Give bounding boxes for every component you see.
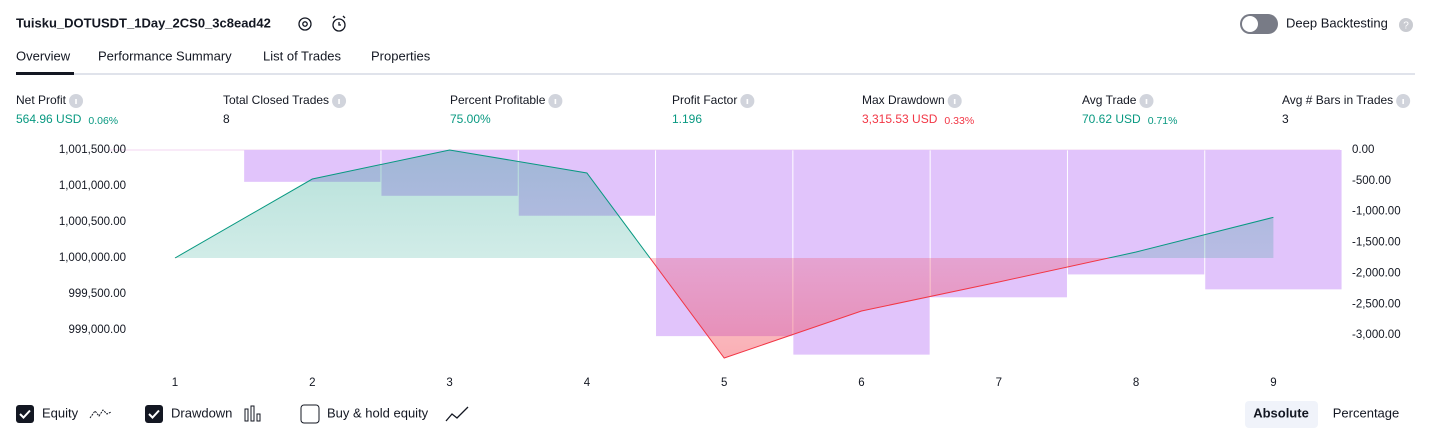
absolute-label: Absolute [1253,405,1309,420]
metric-label: Net Profit [16,93,67,107]
tab[interactable]: Performance Summary [98,48,232,63]
metric-label: Max Drawdown [862,93,945,107]
strategy-title: Tuisku_DOTUSDT_1Day_2CS0_3c8ead42 [16,15,271,30]
metric-value: 564.96 USD [16,112,82,126]
y-tick-label: 1,001,500.00 [59,144,126,156]
buy-hold-label: Buy & hold equity [327,405,429,420]
y2-tick-label: -2,000.00 [1352,267,1401,279]
y2-tick-label: -1,500.00 [1352,237,1401,249]
svg-text:?: ? [1403,21,1409,32]
equity-icon [89,409,112,419]
x-tick-label: 4 [584,377,591,389]
help-icon[interactable]: ? [1399,18,1413,32]
x-tick-label: 5 [721,377,727,389]
x-tick-label: 9 [1270,377,1276,389]
info-icon-glyph [953,99,956,104]
metric-value: 75.00% [450,112,491,126]
x-tick-label: 2 [309,377,315,389]
y-tick-label: 999,000.00 [68,324,126,336]
equity-line [175,258,1112,359]
absolute-button[interactable] [1245,401,1318,428]
tab[interactable]: Overview [16,48,71,63]
drawdown-icon [244,405,261,422]
x-tick-label: 6 [858,377,864,389]
info-icon-glyph [338,99,340,104]
x-tick-label: 8 [1133,377,1139,389]
metric-value: 3,315.53 USD [862,112,938,126]
info-icon-glyph [1402,99,1404,104]
drawdown-checkbox[interactable] [145,405,163,423]
equity-line [174,149,1274,258]
buy-hold-icon [445,406,469,422]
tab[interactable]: Properties [371,48,431,63]
x-tick-label: 1 [172,377,178,389]
percentage-button[interactable]: Percentage [1333,405,1400,420]
metric-value: 1.196 [672,112,702,126]
settings-icon[interactable] [298,17,312,31]
metric-percent: 0.71% [1148,115,1178,127]
metric-percent: 0.33% [944,115,974,127]
metric-value: 70.62 USD [1082,112,1141,126]
info-icon-glyph [75,99,77,104]
deep-backtesting-toggle[interactable] [1240,14,1278,34]
x-tick-label: 3 [446,377,452,389]
buy-hold-checkbox[interactable] [300,404,320,424]
tab[interactable]: List of Trades [263,48,342,63]
metric-label: Avg Trade [1082,93,1137,107]
y2-tick-label: -1,000.00 [1352,206,1401,218]
metric-label: Profit Factor [672,93,737,107]
y-tick-label: 1,000,000.00 [59,252,126,264]
metric-percent: 0.06% [88,115,118,127]
active-tab-underline [16,72,74,75]
y2-tick-label: -500.00 [1352,175,1391,187]
y2-tick-label: -2,500.00 [1352,298,1401,310]
y-tick-label: 1,000,500.00 [59,216,126,228]
metric-label: Avg # Bars in Trades [1282,93,1393,107]
y2-tick-label: -3,000.00 [1352,329,1401,341]
info-icon-glyph [1145,99,1148,104]
metric-label: Percent Profitable [450,93,546,107]
metric-value: 8 [223,112,230,126]
x-tick-label: 7 [996,377,1002,389]
y-tick-label: 1,001,000.00 [59,180,126,192]
info-icon-glyph [554,99,557,104]
metric-label: Total Closed Trades [223,93,329,107]
legend-label: Drawdown [171,405,232,420]
alert-icon[interactable] [332,15,346,32]
y2-tick-label: 0.00 [1352,144,1374,156]
equity-checkbox[interactable] [16,405,34,423]
legend-label: Equity [42,405,79,420]
metric-value: 3 [1282,112,1289,126]
info-icon-glyph [746,99,749,104]
deep-backtesting-label: Deep Backtesting [1286,15,1388,30]
y-tick-label: 999,500.00 [68,288,126,300]
equity-area [175,258,1274,359]
equity-area [175,150,1274,258]
